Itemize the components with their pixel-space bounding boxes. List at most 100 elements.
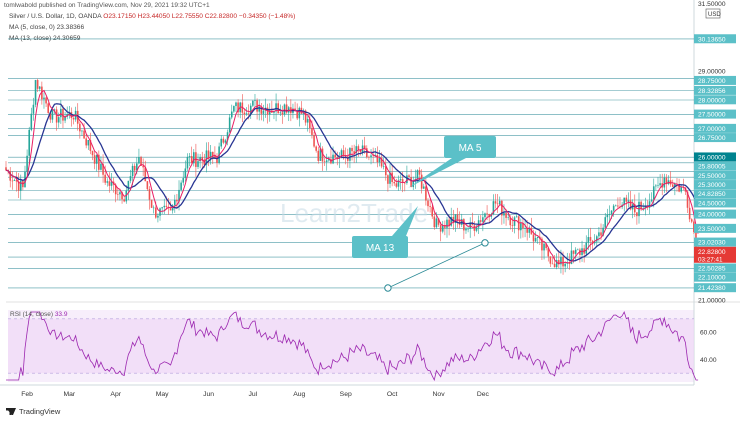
price-label-15: 23.50000 bbox=[698, 226, 726, 233]
candle-body-127 bbox=[273, 111, 275, 113]
candle-body-207 bbox=[441, 225, 444, 232]
rsi-line bbox=[6, 310, 699, 382]
candle-body-208 bbox=[444, 225, 446, 228]
footer-brand: TradingView bbox=[6, 407, 60, 416]
candle-body-67 bbox=[146, 181, 149, 190]
candle-body-258 bbox=[549, 256, 552, 264]
candle-body-116 bbox=[249, 105, 252, 115]
candle-body-319 bbox=[678, 184, 680, 192]
candle-body-35 bbox=[79, 123, 81, 132]
candle-body-0 bbox=[5, 167, 7, 171]
candle-body-286 bbox=[608, 214, 611, 216]
candle-body-4 bbox=[13, 180, 16, 181]
candle-body-152 bbox=[325, 160, 328, 162]
candle-body-113 bbox=[243, 112, 246, 115]
candle-body-284 bbox=[604, 217, 607, 228]
candle-body-213 bbox=[454, 214, 457, 224]
candle-body-2 bbox=[9, 171, 12, 181]
tradingview-brand-text: TradingView bbox=[19, 407, 61, 416]
candle-body-41 bbox=[91, 150, 94, 156]
price-label-13: 24.50000 bbox=[698, 200, 726, 207]
price-label-2: 28.75000 bbox=[698, 78, 726, 85]
trendline bbox=[387, 242, 486, 289]
candle-body-104 bbox=[224, 140, 227, 143]
level-badge-9 bbox=[694, 161, 736, 171]
candle-body-175 bbox=[374, 154, 377, 156]
candle-body-28 bbox=[64, 116, 66, 121]
candle-body-278 bbox=[591, 240, 594, 244]
candle-body-183 bbox=[391, 172, 393, 182]
candle-body-149 bbox=[319, 148, 322, 161]
candle-body-156 bbox=[334, 154, 336, 158]
candle-body-43 bbox=[95, 154, 98, 164]
trendline-anchor-end[interactable] bbox=[481, 239, 489, 247]
candle-body-148 bbox=[317, 150, 320, 161]
x-label-feb: Feb bbox=[21, 391, 33, 398]
candle-body-118 bbox=[254, 100, 256, 101]
candle-body-69 bbox=[150, 199, 153, 208]
candle-body-227 bbox=[484, 213, 486, 218]
candle-body-317 bbox=[674, 183, 676, 187]
candle-body-66 bbox=[144, 167, 147, 182]
price-label-10: 25.50000 bbox=[698, 173, 726, 180]
candle-body-312 bbox=[663, 177, 666, 188]
candle-body-324 bbox=[688, 207, 691, 220]
candle-body-306 bbox=[650, 199, 653, 202]
price-label-14: 24.00000 bbox=[698, 212, 726, 219]
legend-ma13: MA (13, close) 24.30659 bbox=[9, 35, 81, 42]
candle-body-58 bbox=[127, 180, 130, 191]
candle-body-160 bbox=[342, 150, 345, 156]
candle-body-296 bbox=[629, 200, 632, 210]
candle-body-39 bbox=[87, 139, 90, 146]
level-badge-5 bbox=[694, 109, 736, 119]
candle-body-173 bbox=[370, 155, 372, 158]
candle-body-295 bbox=[627, 200, 630, 202]
candle-body-325 bbox=[690, 219, 693, 222]
candle-body-56 bbox=[123, 199, 125, 202]
candle-body-83 bbox=[180, 182, 182, 190]
candle-body-200 bbox=[427, 200, 429, 207]
candle-body-87 bbox=[188, 156, 191, 158]
rsi-indicator: 60.00 40.00 bbox=[6, 310, 717, 382]
candle-body-197 bbox=[420, 174, 423, 189]
rsi-label: RSI (14, close) 33.9 bbox=[10, 311, 68, 318]
candle-body-95 bbox=[205, 150, 208, 165]
candlesticks bbox=[5, 78, 699, 275]
rsi-axis-label-1: 40.00 bbox=[700, 357, 717, 364]
candle-body-31 bbox=[70, 112, 73, 119]
level-badge-18 bbox=[694, 263, 736, 273]
candle-body-198 bbox=[422, 186, 425, 189]
candle-body-11 bbox=[28, 129, 31, 156]
level-badge-12 bbox=[694, 189, 736, 199]
level-badge-19 bbox=[694, 272, 736, 282]
level-badge-15 bbox=[694, 223, 736, 233]
candle-body-293 bbox=[623, 197, 626, 205]
candle-body-98 bbox=[211, 151, 214, 157]
candle-body-246 bbox=[524, 228, 526, 229]
candle-body-99 bbox=[214, 156, 216, 158]
legend-ma5: MA (5, close, 0) 23.38366 bbox=[9, 24, 85, 31]
candle-body-25 bbox=[57, 117, 60, 123]
candle-body-23 bbox=[53, 109, 56, 111]
candle-body-276 bbox=[587, 237, 590, 243]
candle-body-189 bbox=[403, 182, 406, 184]
price-label-16: 23.02030 bbox=[698, 240, 726, 247]
candle-body-225 bbox=[479, 220, 482, 222]
candle-body-96 bbox=[207, 150, 210, 159]
candle-body-294 bbox=[625, 197, 628, 202]
candle-body-288 bbox=[612, 205, 615, 211]
ma5-callout-label: MA 5 bbox=[459, 143, 482, 154]
candle-body-105 bbox=[226, 132, 229, 141]
candle-body-151 bbox=[323, 161, 326, 163]
candle-body-40 bbox=[89, 139, 92, 151]
candle-body-174 bbox=[372, 155, 374, 156]
candle-body-268 bbox=[570, 250, 573, 264]
price-label-21: 21.00000 bbox=[698, 297, 726, 304]
candle-body-5 bbox=[15, 180, 18, 182]
candle-body-10 bbox=[26, 155, 28, 172]
candle-body-89 bbox=[192, 152, 195, 164]
x-label-sep: Sep bbox=[340, 391, 352, 398]
trendline-anchor-start[interactable] bbox=[384, 284, 392, 292]
candle-body-167 bbox=[357, 146, 360, 150]
